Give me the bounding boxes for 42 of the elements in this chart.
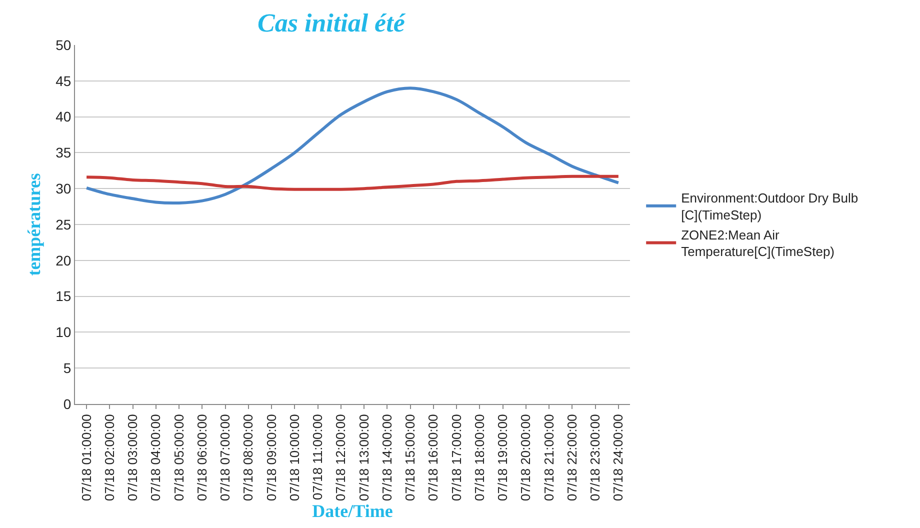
x-tick-label: 07/18 11:00:00 bbox=[310, 414, 326, 500]
y-tick-label: 45 bbox=[56, 72, 72, 89]
x-tick-label: 07/18 16:00:00 bbox=[426, 414, 441, 501]
x-tick-label: 07/18 08:00:00 bbox=[240, 414, 256, 501]
y-tick-label: 40 bbox=[56, 108, 72, 125]
x-tick-label: 07/18 04:00:00 bbox=[148, 414, 164, 501]
y-tick-label: 20 bbox=[56, 252, 72, 268]
y-tick-label: 30 bbox=[56, 180, 72, 196]
x-tick-label: 07/18 09:00:00 bbox=[264, 414, 279, 501]
x-tick-label: 07/18 01:00:00 bbox=[78, 414, 94, 501]
y-tick-label: 10 bbox=[56, 324, 72, 340]
x-tick-label: 07/18 13:00:00 bbox=[356, 414, 372, 501]
x-tick-label: 07/18 21:00:00 bbox=[541, 414, 556, 501]
x-tick-label: 07/18 02:00:00 bbox=[102, 414, 117, 501]
x-tick-label: 07/18 07:00:00 bbox=[218, 414, 233, 501]
x-tick-label: 07/18 20:00:00 bbox=[518, 414, 534, 501]
legend-label: ZONE2:Mean Air Temperature[C](TimeStep) bbox=[681, 227, 835, 260]
line-series bbox=[85, 86, 620, 205]
y-tick-label: 15 bbox=[56, 288, 72, 304]
legend-label: Environment:Outdoor Dry Bulb [C](TimeStep) bbox=[681, 190, 858, 222]
x-tick-label: 07/18 24:00:00 bbox=[610, 414, 626, 501]
x-axis-title: Date/Time bbox=[312, 501, 393, 522]
y-tick-label: 0 bbox=[63, 396, 72, 412]
chart-title: Cas initial été bbox=[258, 8, 406, 38]
x-tick-label: 07/18 10:00:00 bbox=[286, 414, 302, 501]
x-tick-label: 07/18 05:00:00 bbox=[171, 414, 186, 501]
line-series bbox=[85, 174, 620, 191]
y-axis-title: températures bbox=[24, 173, 44, 276]
y-tick-label: 35 bbox=[56, 144, 72, 161]
x-tick-label: 07/18 18:00:00 bbox=[472, 414, 487, 501]
y-tick-label: 5 bbox=[63, 360, 72, 376]
x-tick-label: 07/18 17:00:00 bbox=[448, 414, 464, 501]
x-tick-label: 07/18 06:00:00 bbox=[194, 414, 210, 501]
y-tick-label: 25 bbox=[56, 216, 72, 232]
x-tick-label: 07/18 12:00:00 bbox=[333, 414, 348, 501]
x-tick-label: 07/18 15:00:00 bbox=[402, 414, 418, 501]
y-tick-label: 50 bbox=[56, 36, 72, 53]
x-tick-label: 07/18 23:00:00 bbox=[588, 414, 603, 501]
x-tick-label: 07/18 03:00:00 bbox=[125, 414, 140, 501]
x-tick-label: 07/18 14:00:00 bbox=[379, 414, 394, 501]
x-tick-label: 07/18 22:00:00 bbox=[564, 414, 580, 501]
x-tick-label: 07/18 19:00:00 bbox=[495, 414, 510, 501]
